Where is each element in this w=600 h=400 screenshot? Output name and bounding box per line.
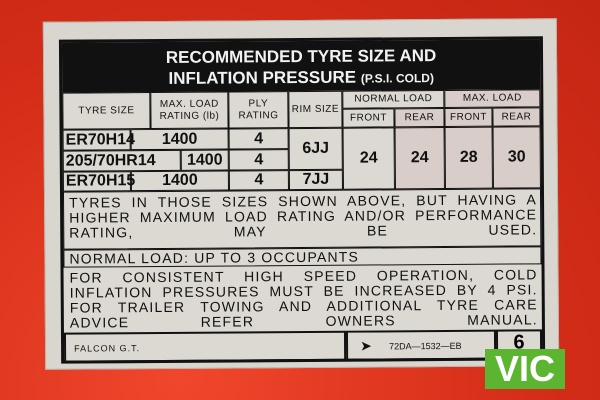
header-normal-rear: REAR <box>394 107 445 128</box>
header-max-load-group: MAX. LOAD <box>444 89 541 108</box>
row3-tyre: ER70H15 <box>62 171 135 192</box>
note-high-speed: FOR CONSISTENT HIGH SPEED OPERATION, COL… <box>69 266 538 331</box>
row1-load: 1400 <box>130 128 229 151</box>
part-number: 72DA—1532—EB <box>389 340 462 352</box>
rim-6jj: 6JJ <box>288 127 343 171</box>
row3-ply: 4 <box>228 170 289 191</box>
header-normal-load: NORMAL LOAD <box>342 89 445 109</box>
row2-ply: 4 <box>228 149 289 171</box>
rim-7jj: 7JJ <box>288 169 343 191</box>
header-normal-front: FRONT <box>342 108 395 128</box>
row2-tyre: 205/70HR14 <box>62 149 181 172</box>
header-max-load: MAX. LOAD RATING (lb) <box>150 91 229 130</box>
row2-load: 1400 <box>180 149 229 171</box>
header-ply: PLY RATING <box>228 91 289 129</box>
arrow-icon: ➤ <box>360 337 372 354</box>
max-front-pressure: 28 <box>444 126 493 189</box>
header-rim: RIM SIZE <box>288 90 343 129</box>
row1-ply: 4 <box>228 128 289 150</box>
title-line-2: INFLATION PRESSURE (P.S.I. COLD) <box>62 65 540 91</box>
header-max-rear: REAR <box>492 107 541 127</box>
normal-front-pressure: 24 <box>342 127 395 190</box>
placard-border: RECOMMENDED TYRE SIZE AND INFLATION PRES… <box>58 36 546 364</box>
title-text: INFLATION PRESSURE <box>168 67 357 88</box>
vic-badge: VIC <box>485 349 565 389</box>
header-max-front: FRONT <box>444 107 493 127</box>
normal-rear-pressure: 24 <box>394 126 445 190</box>
tyre-placard: RECOMMENDED TYRE SIZE AND INFLATION PRES… <box>42 18 560 370</box>
placard-title: RECOMMENDED TYRE SIZE AND INFLATION PRES… <box>61 39 541 93</box>
max-rear-pressure: 30 <box>492 126 541 189</box>
model-name: FALCON G.T. <box>74 343 141 354</box>
header-tyre-size: TYRE SIZE <box>62 92 151 130</box>
row3-load: 1400 <box>130 170 229 192</box>
row1-tyre: ER70H14 <box>62 129 135 151</box>
note-alternative-tyres: TYRES IN THOSE SIZES SHOWN ABOVE, BUT HA… <box>68 191 538 241</box>
title-unit: (P.S.I. COLD) <box>360 71 434 86</box>
